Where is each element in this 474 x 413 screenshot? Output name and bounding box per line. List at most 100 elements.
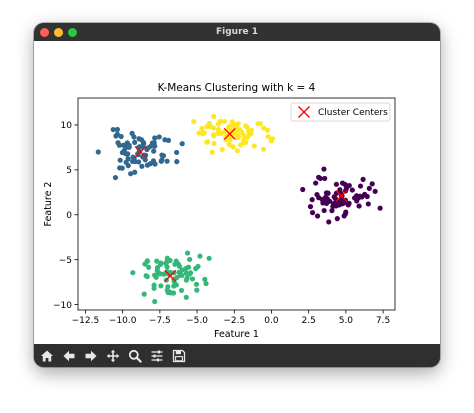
- scatter-point: [132, 139, 138, 145]
- x-tick-label: 7.5: [376, 316, 390, 326]
- scatter-point: [206, 120, 212, 126]
- scatter-point: [268, 138, 274, 144]
- scatter-point: [144, 258, 150, 264]
- scatter-point: [193, 281, 200, 287]
- scatter-point: [114, 126, 120, 133]
- scatter-point: [314, 191, 320, 198]
- scatter-point: [194, 287, 200, 293]
- scatter-point: [145, 145, 151, 151]
- scatter-point: [193, 266, 199, 272]
- scatter-point: [199, 125, 205, 132]
- scatter-point: [117, 157, 123, 163]
- scatter-point: [337, 187, 343, 193]
- x-tick-label: 5.0: [339, 316, 354, 326]
- x-tick-label: −7.5: [149, 316, 171, 326]
- scatter-point: [184, 275, 190, 281]
- scatter-point: [136, 159, 142, 165]
- scatter-point: [235, 121, 241, 127]
- x-tick-label: −12.5: [72, 316, 100, 326]
- save-floppy-icon: [172, 349, 186, 362]
- scatter-point: [333, 181, 339, 187]
- scatter-point: [372, 188, 378, 194]
- scatter-point: [183, 294, 189, 300]
- scatter-point: [154, 258, 160, 264]
- scatter-point: [322, 175, 328, 182]
- scatter-point: [141, 291, 147, 297]
- scatter-point: [319, 196, 325, 203]
- forward-button[interactable]: [82, 347, 100, 364]
- back-button[interactable]: [60, 347, 78, 364]
- scatter-point: [152, 161, 158, 167]
- scatter-point: [124, 142, 130, 148]
- scatter-point: [264, 127, 271, 133]
- forward-arrow-icon: [85, 350, 97, 361]
- scatter-point: [353, 193, 360, 199]
- scatter-point: [95, 149, 101, 155]
- y-tick-label: −10: [53, 301, 72, 311]
- scatter-point: [366, 185, 372, 191]
- scatter-point: [334, 216, 340, 222]
- scatter-point: [132, 169, 138, 175]
- scatter-point: [215, 126, 222, 133]
- home-icon: [41, 350, 53, 361]
- scatter-point: [342, 188, 349, 194]
- scatter-point: [189, 276, 196, 282]
- scatter-point: [154, 267, 160, 274]
- scatter-point: [342, 181, 348, 188]
- subplots-button[interactable]: [148, 347, 166, 364]
- scatter-point: [125, 151, 131, 157]
- scatter-point: [159, 152, 165, 158]
- scatter-point: [151, 148, 157, 154]
- scatter-point: [138, 137, 145, 143]
- scatter-point: [241, 132, 247, 139]
- x-tick-label: −5.0: [186, 316, 208, 326]
- scatter-point: [265, 134, 271, 140]
- y-tick-label: 0: [66, 211, 72, 221]
- scatter-point: [167, 257, 173, 264]
- close-window-button[interactable]: [40, 28, 49, 37]
- zoom-magnifier-icon: [128, 349, 142, 363]
- scatter-point: [235, 133, 241, 139]
- minimize-window-button[interactable]: [54, 28, 63, 37]
- title-bar: Figure 1: [34, 23, 440, 41]
- scatter-point: [321, 207, 327, 214]
- scatter-point: [174, 149, 180, 156]
- scatter-point: [323, 190, 329, 196]
- zoom-button[interactable]: [126, 347, 144, 364]
- scatter-point: [323, 198, 329, 204]
- figure-canvas: −12.5 −10.0 −7.5 −5.0 −2.5 0.0 2.5 5.0 7.5 −10 −5 0…: [34, 41, 440, 344]
- scatter-point: [233, 129, 240, 135]
- scatter-point: [197, 253, 203, 259]
- scatter-point: [116, 142, 122, 148]
- scatter-point: [209, 149, 215, 155]
- scatter-point: [321, 166, 327, 172]
- scatter-point: [261, 125, 267, 131]
- navigation-toolbar: [34, 344, 440, 367]
- home-button[interactable]: [38, 347, 56, 364]
- configure-subplots-icon: [151, 350, 163, 361]
- scatter-point: [144, 162, 151, 168]
- scatter-point: [125, 156, 131, 162]
- zoom-window-button[interactable]: [68, 28, 77, 37]
- scatter-point: [309, 197, 315, 203]
- scatter-point: [362, 191, 368, 197]
- save-button[interactable]: [170, 347, 188, 364]
- pan-button[interactable]: [104, 347, 122, 364]
- scatter-point: [139, 163, 145, 169]
- scatter-point: [345, 202, 351, 208]
- scatter-point: [248, 131, 254, 137]
- scatter-point: [130, 270, 136, 276]
- scatter-point: [329, 208, 335, 214]
- scatter-point: [128, 171, 134, 177]
- y-tick-label: 5: [66, 166, 72, 176]
- scatter-point: [179, 141, 185, 147]
- scatter-point: [191, 118, 197, 125]
- scatter-point: [221, 118, 227, 125]
- scatter-point: [113, 133, 119, 139]
- x-tick-label: 0.0: [264, 316, 279, 326]
- scatter-point: [243, 123, 249, 129]
- scatter-point: [230, 144, 236, 150]
- scatter-point: [202, 276, 208, 282]
- scatter-point: [152, 135, 158, 141]
- x-tick-label: −2.5: [223, 316, 245, 326]
